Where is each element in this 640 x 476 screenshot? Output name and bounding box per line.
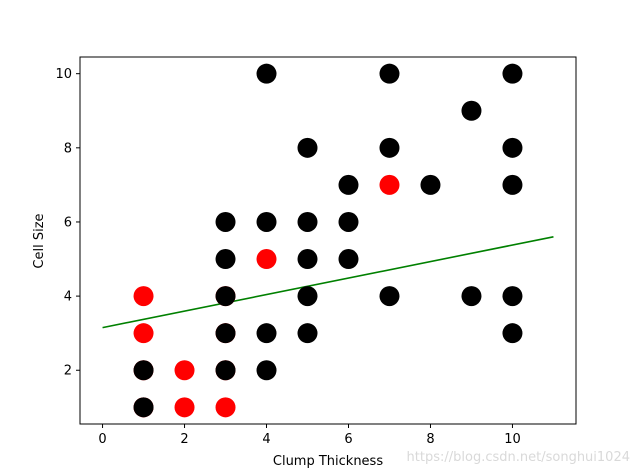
black-point <box>297 137 318 158</box>
watermark-text: https://blog.csdn.net/songhui1024 <box>407 450 630 465</box>
plot-frame <box>79 56 577 425</box>
black-point <box>461 100 482 121</box>
x-tick-label: 4 <box>262 432 270 447</box>
y-tick-label: 2 <box>64 364 72 379</box>
regression-line <box>102 236 554 329</box>
lines-layer <box>102 236 554 329</box>
black-point <box>215 323 236 344</box>
red-point <box>133 286 154 307</box>
black-point <box>256 323 277 344</box>
black-point <box>420 174 441 195</box>
plot-area <box>79 56 577 425</box>
black-point <box>215 249 236 270</box>
black-point <box>215 286 236 307</box>
points-layer <box>133 63 523 418</box>
red-point <box>256 249 277 270</box>
y-axis-label: Cell Size <box>32 213 47 268</box>
black-point <box>215 360 236 381</box>
black-point <box>297 323 318 344</box>
y-axis-ticks: 2 4 6 8 10 <box>55 67 80 379</box>
black-point <box>502 137 523 158</box>
red-point <box>174 360 195 381</box>
red-point <box>174 397 195 418</box>
black-point <box>297 211 318 232</box>
x-axis-ticks: 0 2 4 6 8 10 <box>98 424 521 447</box>
black-point <box>256 211 277 232</box>
red-point <box>133 323 154 344</box>
black-point <box>297 249 318 270</box>
black-point <box>379 286 400 307</box>
black-point <box>133 360 154 381</box>
x-tick-label: 8 <box>426 432 434 447</box>
black-point <box>338 211 359 232</box>
y-tick-label: 4 <box>64 290 72 305</box>
black-point <box>256 360 277 381</box>
y-tick-label: 8 <box>64 141 72 156</box>
black-point <box>338 174 359 195</box>
red-point <box>215 397 236 418</box>
y-tick-label: 6 <box>64 215 72 230</box>
black-point <box>379 137 400 158</box>
plot-background <box>80 57 576 424</box>
x-axis-label: Clump Thickness <box>273 454 383 469</box>
black-point <box>502 174 523 195</box>
y-tick-label: 10 <box>55 67 72 82</box>
x-tick-label: 10 <box>504 432 521 447</box>
x-tick-label: 0 <box>98 432 106 447</box>
black-point <box>338 249 359 270</box>
black-point <box>379 63 400 84</box>
black-point <box>461 286 482 307</box>
black-point <box>256 63 277 84</box>
black-point <box>502 63 523 84</box>
x-tick-label: 6 <box>344 432 352 447</box>
black-point <box>502 323 523 344</box>
black-point <box>133 397 154 418</box>
black-point <box>502 286 523 307</box>
black-point <box>297 286 318 307</box>
x-tick-label: 2 <box>180 432 188 447</box>
red-point <box>379 174 400 195</box>
black-point <box>215 211 236 232</box>
